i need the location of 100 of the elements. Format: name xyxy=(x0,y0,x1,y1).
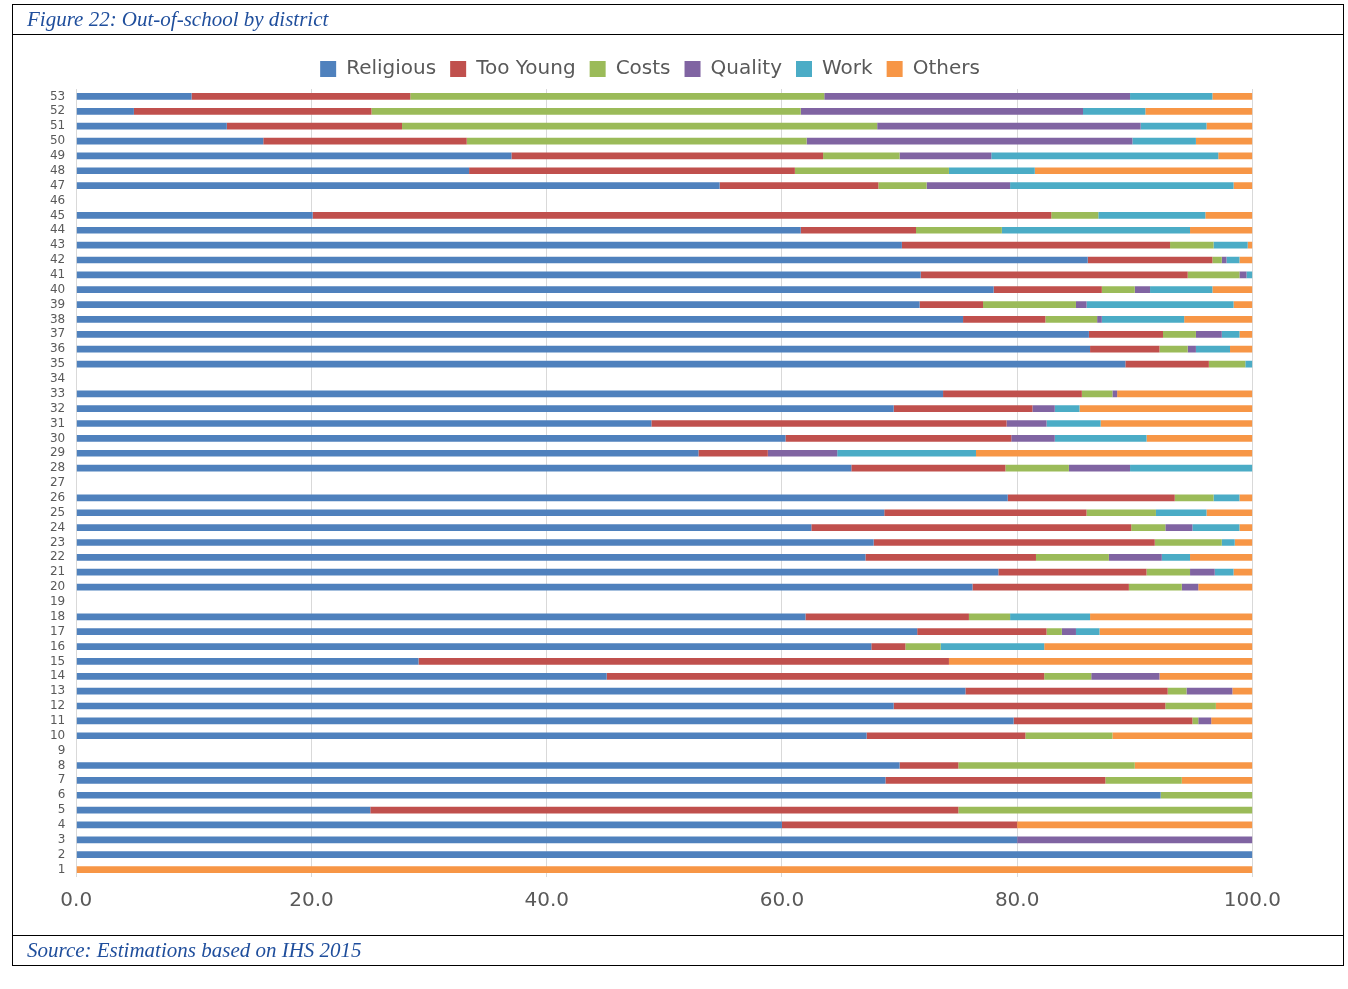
y-tick-label: 30 xyxy=(49,430,66,445)
bar xyxy=(1190,568,1215,576)
y-tick-label: 13 xyxy=(49,683,66,698)
bar xyxy=(878,182,927,189)
y-tick-label: 16 xyxy=(49,638,66,653)
bar xyxy=(865,553,1036,561)
bar xyxy=(1230,345,1253,353)
bar xyxy=(76,643,872,650)
bar xyxy=(1011,435,1055,442)
y-tick-label: 34 xyxy=(49,371,66,386)
bar xyxy=(1174,494,1214,502)
bar xyxy=(1162,330,1196,338)
bar xyxy=(1165,702,1216,710)
bar xyxy=(851,464,1006,472)
x-tick-label: 60.0 xyxy=(759,887,805,912)
bar xyxy=(76,762,900,769)
y-tick-label: 39 xyxy=(49,296,66,311)
bar xyxy=(76,226,801,234)
x-tick-label: 0.0 xyxy=(60,887,93,912)
y-tick-label: 1 xyxy=(57,861,66,876)
bar xyxy=(1108,553,1162,561)
y-tick-label: 12 xyxy=(49,698,66,713)
bar xyxy=(76,256,1088,264)
bar xyxy=(940,643,1045,650)
bar xyxy=(76,122,227,130)
bar xyxy=(698,449,768,457)
bar xyxy=(76,836,1018,844)
bar xyxy=(1117,390,1253,398)
bar xyxy=(899,762,959,769)
bar xyxy=(76,524,812,531)
bar xyxy=(76,107,134,115)
x-tick-label: 80.0 xyxy=(994,887,1040,912)
bar xyxy=(998,568,1147,576)
bar xyxy=(76,360,1126,368)
bar xyxy=(983,301,1076,308)
y-tick-label: 43 xyxy=(49,237,66,252)
bar xyxy=(76,851,1253,859)
bar xyxy=(1005,464,1069,472)
y-tick-label: 24 xyxy=(49,519,66,534)
bar xyxy=(1112,732,1253,740)
bar xyxy=(76,628,918,636)
bar xyxy=(884,509,1087,517)
bar xyxy=(1198,717,1212,725)
bar xyxy=(76,390,944,398)
y-tick-label: 51 xyxy=(49,118,66,133)
bar xyxy=(1233,182,1253,189)
bar xyxy=(1159,672,1253,680)
bar xyxy=(1086,301,1234,308)
bar xyxy=(76,672,607,680)
bar xyxy=(1105,777,1182,784)
bar xyxy=(1090,345,1160,353)
bar xyxy=(1232,687,1253,695)
y-tick-label: 29 xyxy=(49,445,66,460)
bar xyxy=(1098,212,1206,219)
y-tick-label: 6 xyxy=(57,787,66,802)
bar xyxy=(1221,539,1235,546)
bar xyxy=(76,182,720,189)
bar xyxy=(1167,687,1187,695)
bar xyxy=(418,658,949,665)
bar xyxy=(76,212,313,219)
bar xyxy=(1145,107,1253,115)
bar xyxy=(1051,212,1099,219)
y-tick-label: 8 xyxy=(57,757,66,772)
bar xyxy=(993,286,1102,294)
y-tick-label: 22 xyxy=(49,549,66,564)
bar xyxy=(191,93,411,100)
bar xyxy=(263,137,467,145)
bar xyxy=(1083,107,1146,115)
bar xyxy=(1146,435,1253,442)
y-tick-label: 42 xyxy=(49,252,66,267)
bar xyxy=(1150,286,1213,294)
y-tick-label: 4 xyxy=(57,817,66,832)
bar xyxy=(719,182,879,189)
bar xyxy=(1239,330,1253,338)
bar xyxy=(1214,568,1234,576)
y-tick-label: 21 xyxy=(49,564,66,579)
y-tick-label: 33 xyxy=(49,385,66,400)
bar xyxy=(76,316,964,323)
bar xyxy=(1212,256,1222,264)
y-tick-label: 37 xyxy=(49,326,66,341)
y-tick-label: 25 xyxy=(49,504,66,519)
bar xyxy=(651,420,1007,427)
bar xyxy=(1007,494,1175,502)
bar xyxy=(1100,420,1253,427)
bar xyxy=(794,167,949,175)
bar xyxy=(76,613,806,621)
legend-label: Costs xyxy=(615,55,671,80)
bar xyxy=(76,821,782,829)
y-tick-label: 14 xyxy=(49,668,66,683)
bar xyxy=(1045,316,1098,323)
bar xyxy=(885,777,1106,784)
bar xyxy=(76,717,1014,725)
bar xyxy=(767,449,838,457)
bar xyxy=(1010,182,1234,189)
y-tick-label: 49 xyxy=(49,148,66,163)
y-tick-label: 17 xyxy=(49,623,66,638)
bar xyxy=(76,806,371,814)
bar xyxy=(371,107,801,115)
legend-label: Others xyxy=(912,55,980,80)
chart-title: Figure 22: Out-of-school by district xyxy=(13,5,1343,35)
